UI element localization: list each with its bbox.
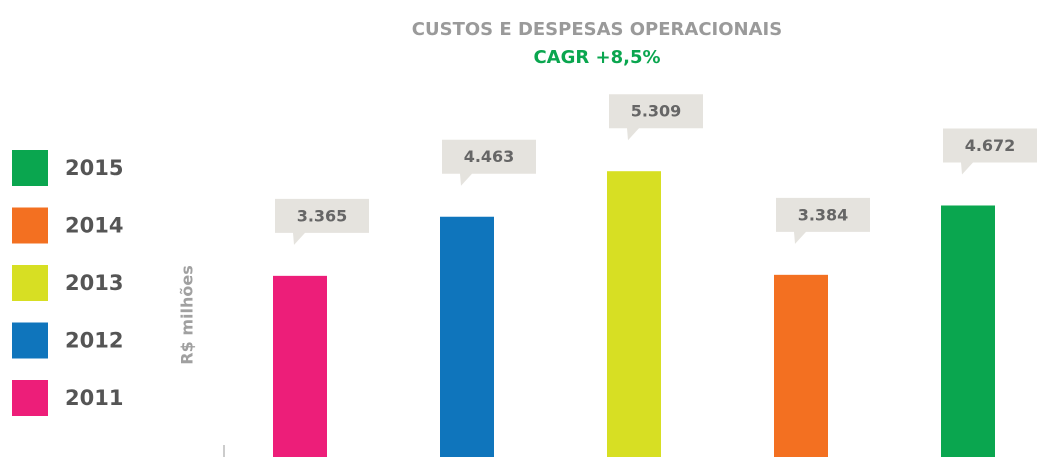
bar <box>941 205 995 457</box>
legend-label: 2014 <box>65 214 123 238</box>
value-label-box <box>275 198 369 245</box>
legend-swatch <box>12 150 48 186</box>
value-label: 3.384 <box>798 205 849 224</box>
legend-label: 2012 <box>65 329 123 353</box>
bar <box>774 274 828 457</box>
legend-label: 2013 <box>65 271 123 295</box>
bar <box>607 171 661 457</box>
value-label-box <box>609 94 703 141</box>
legend-swatch <box>12 265 48 301</box>
y-axis-label: R$ milhões <box>178 265 197 364</box>
value-label: 3.365 <box>297 206 348 225</box>
bar <box>273 275 327 457</box>
value-label: 4.672 <box>965 136 1016 155</box>
legend-swatch <box>12 322 48 359</box>
bar <box>440 216 494 457</box>
chart-subtitle: CAGR +8,5% <box>533 47 660 68</box>
value-label: 5.309 <box>631 102 682 121</box>
legend-label: 2015 <box>65 156 123 180</box>
value-label: 4.463 <box>464 147 515 166</box>
legend-swatch <box>12 207 48 244</box>
value-label-box <box>776 197 870 244</box>
legend-label: 2011 <box>65 386 123 410</box>
legend-swatch <box>12 380 48 416</box>
value-label-box <box>943 128 1037 175</box>
chart-title: CUSTOS E DESPESAS OPERACIONAIS <box>412 19 782 40</box>
value-label-box <box>442 139 536 186</box>
